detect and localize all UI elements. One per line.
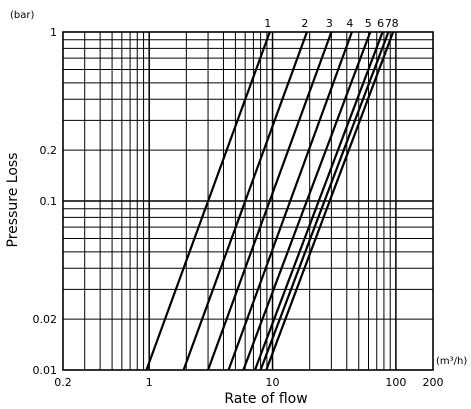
y-axis-title: Pressure Loss (5, 153, 21, 248)
y-tick-label: 0.1 (40, 195, 58, 208)
x-tick-label: 100 (385, 376, 406, 389)
x-tick-label: 0.2 (54, 376, 72, 389)
series-line-8 (265, 31, 395, 371)
series-line-3 (207, 31, 333, 371)
series-line-4 (227, 31, 353, 371)
y-tick-label: 0.2 (40, 144, 58, 157)
series-line-1 (145, 31, 271, 371)
plot-frame (62, 31, 434, 371)
x-tick-label: 10 (266, 376, 280, 389)
y-tick-label: 0.01 (33, 364, 58, 377)
series-line-7 (259, 31, 390, 371)
x-tick-label: 1 (146, 376, 153, 389)
x-unit-label: (m³/h) (436, 356, 467, 367)
series-label-1: 1 (264, 17, 271, 30)
y-tick-labels: 0.01 0.02 0.1 0.2 1 (33, 26, 58, 377)
series-label-4: 4 (346, 17, 353, 30)
series-line-6 (253, 31, 384, 371)
x-tick-label: 200 (423, 376, 444, 389)
y-tick-label: 0.02 (33, 313, 58, 326)
series-lines (145, 31, 395, 371)
series-label-8: 8 (392, 17, 399, 30)
series-label-6: 6 (377, 17, 384, 30)
series-label-2: 2 (301, 17, 308, 30)
series-label-7: 7 (385, 17, 392, 30)
x-axis-title: Rate of flow (224, 391, 307, 407)
series-label-3: 3 (326, 17, 333, 30)
x-tick-labels: 0.2 1 10 100 200 (54, 376, 443, 389)
series-label-5: 5 (365, 17, 372, 30)
y-unit-label: (bar) (10, 10, 34, 21)
series-line-5 (242, 31, 372, 371)
series-line-2 (182, 31, 308, 371)
y-tick-label: 1 (50, 26, 57, 39)
